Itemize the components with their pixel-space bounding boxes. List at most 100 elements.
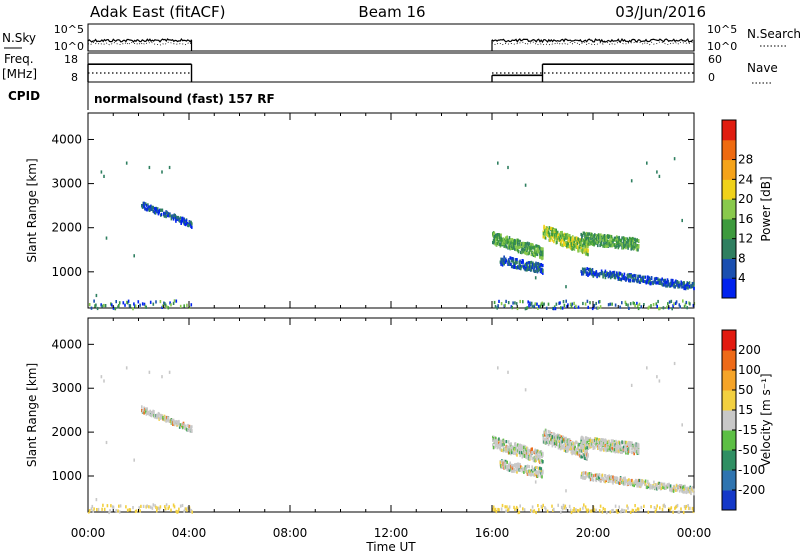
echo-cell [629, 482, 632, 487]
echo-cell [629, 479, 632, 483]
echo-cell [179, 304, 182, 308]
echo-cell [526, 450, 529, 454]
echo-cell [529, 301, 531, 305]
echo-cell [511, 246, 514, 250]
echo-cell [620, 478, 623, 483]
echo-cell [683, 286, 685, 291]
echo-cell [501, 443, 504, 447]
echo-cell [625, 276, 628, 281]
echo-cell [101, 304, 103, 308]
echo-cell [553, 307, 555, 311]
echo-cell [519, 259, 521, 263]
echo-cell [583, 244, 585, 248]
echo-cell [668, 300, 671, 304]
echo-cell [106, 504, 109, 508]
echo-cell [553, 434, 555, 438]
echo-cell [185, 507, 187, 511]
echo-cell [603, 241, 605, 245]
echo-cell [578, 246, 580, 250]
colorbar-tick-label: -15 [738, 423, 758, 437]
echo-cell [631, 240, 633, 244]
echo-cell [507, 440, 510, 444]
echo-cell [149, 300, 152, 304]
echo-cell [539, 466, 541, 470]
echo-cell [654, 483, 657, 487]
echo-cell [498, 242, 501, 246]
echo-cell [100, 375, 103, 379]
echo-cell [545, 429, 548, 433]
echo-cell [607, 235, 610, 239]
colorbar-swatch [722, 278, 736, 299]
echo-cell [140, 504, 142, 508]
echo-cell [606, 447, 608, 451]
echo-cell [606, 242, 608, 247]
freq-panel-frame [87, 52, 695, 83]
echo-cell [611, 302, 613, 306]
echo-cell [622, 445, 625, 449]
echo-cell [619, 277, 621, 281]
echo-cell [543, 226, 545, 230]
echo-cell [169, 214, 171, 218]
echo-cell [681, 486, 684, 490]
echo-cell [594, 437, 597, 441]
echo-cell [558, 301, 560, 305]
x-tick-labels: 00:00 04:00 08:00 12:00 16:00 20:00 00:00 [71, 526, 712, 540]
echo-cell [527, 300, 529, 304]
echo-cell [528, 261, 530, 265]
echo-cell [689, 302, 691, 306]
echo-cell [528, 304, 530, 308]
echo-cell [537, 504, 539, 508]
echo-cell [143, 204, 145, 208]
echo-cell [520, 451, 523, 455]
colorbar-tick-label: -50 [738, 443, 758, 457]
echo-cell [125, 505, 127, 509]
echo-cell [604, 269, 607, 273]
echo-cell [556, 234, 558, 238]
echo-cell [564, 440, 567, 444]
echo-cell [158, 507, 161, 511]
echo-cell [650, 505, 652, 509]
echo-cell [662, 306, 665, 310]
echo-cell [148, 505, 150, 509]
echo-cell [528, 267, 530, 271]
echo-cell [628, 440, 630, 445]
y-axis-label: Slant Range [km] [25, 158, 39, 262]
echo-cell [511, 466, 514, 470]
echo-cell [657, 299, 659, 304]
freq-left-top-tick: 18 [64, 53, 78, 66]
echo-cell [573, 247, 576, 251]
echo-cell [579, 507, 582, 511]
y-tick-label: 4000 [51, 132, 82, 146]
echo-cell [162, 304, 164, 308]
echo-cell [165, 503, 168, 507]
echo-cell [500, 260, 502, 264]
echo-cell [103, 174, 105, 178]
echo-cell [588, 232, 591, 236]
echo-cell [501, 238, 504, 242]
echo-cell [190, 220, 192, 224]
echo-cell [115, 509, 117, 513]
echo-cell [600, 438, 603, 442]
echo-cell [175, 299, 178, 303]
echo-cell [580, 475, 582, 479]
echo-cell [551, 504, 553, 508]
echo-cell [685, 283, 688, 287]
echo-cell [514, 301, 516, 305]
echo-cell [538, 450, 540, 455]
echo-cell [529, 456, 531, 460]
echo-cell [560, 505, 563, 509]
echo-cell [560, 510, 562, 514]
echo-cell [686, 306, 688, 310]
nsky-trace [491, 37, 694, 44]
echo-cell [615, 509, 618, 513]
echo-cell [565, 241, 567, 245]
echo-cell [183, 304, 185, 308]
echo-cell [609, 510, 612, 514]
echo-cell [693, 282, 695, 286]
echo-cell [517, 462, 520, 466]
echo-cell [520, 444, 523, 448]
echo-cell [502, 445, 505, 449]
echo-cell [612, 475, 614, 479]
echo-cell [529, 245, 531, 249]
echo-cell [656, 487, 658, 491]
